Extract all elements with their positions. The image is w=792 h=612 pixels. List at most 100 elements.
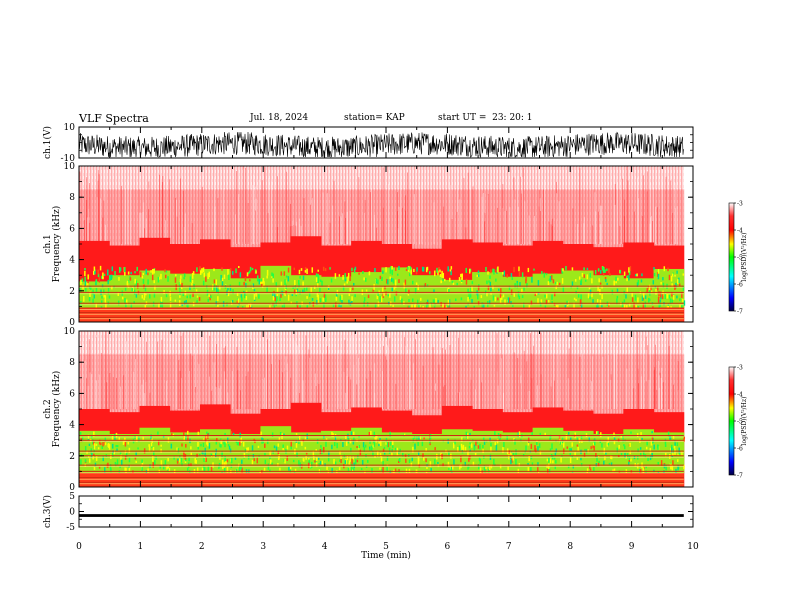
spectrogram-speckle-dot bbox=[669, 298, 672, 305]
spectrogram-speckle-dot bbox=[489, 281, 492, 287]
y-tick-label: 6 bbox=[69, 224, 75, 234]
spectrogram-speckle-dot bbox=[186, 467, 189, 472]
spectrogram-speckle-dot bbox=[578, 276, 581, 280]
spectrogram-speckle-dot bbox=[145, 293, 147, 296]
spectrogram-speckle-dot bbox=[303, 458, 305, 462]
spectrogram-speckle-dot bbox=[153, 268, 155, 274]
spectrogram-speckle-dot bbox=[272, 278, 274, 283]
spectrogram-speckle-dot bbox=[433, 289, 435, 293]
spectrogram-speckle-dot bbox=[537, 298, 539, 304]
spectrogram-speckle-dot bbox=[647, 456, 649, 462]
spectrogram-speckle-dot bbox=[397, 460, 400, 463]
spectrogram-speckle-dot bbox=[217, 289, 219, 295]
spectrogram-speckle-dot bbox=[342, 441, 344, 447]
spectrogram-speckle-dot bbox=[451, 281, 454, 284]
spectrogram-speckle-dot bbox=[495, 278, 497, 282]
spectrogram-speckle-dot bbox=[562, 441, 565, 448]
spectrogram-speckle-dot bbox=[485, 266, 487, 272]
spectrogram-speckle-dot bbox=[449, 464, 451, 471]
y-tick-label: 10 bbox=[64, 327, 76, 337]
spectrogram-speckle-dot bbox=[439, 273, 442, 277]
spectrogram-speckle-dot bbox=[102, 456, 104, 462]
spectrogram-speckle-dot bbox=[677, 465, 679, 471]
colorbar-tick-label: -6 bbox=[737, 282, 743, 289]
spectrogram-speckle-dot bbox=[261, 470, 263, 475]
spectrogram-speckle-dot bbox=[321, 460, 324, 465]
spectrogram-speckle-dot bbox=[592, 445, 594, 449]
spectrogram-speckle-dot bbox=[98, 439, 101, 445]
spectrogram-speckle-dot bbox=[143, 292, 146, 298]
panel-frame bbox=[78, 126, 694, 159]
spectrogram-speckle-dot bbox=[521, 434, 523, 438]
spectrogram-speckle-dot bbox=[331, 431, 333, 437]
y-axis-label: Frequency (kHz) bbox=[51, 371, 62, 448]
spectrogram-speckle-dot bbox=[197, 445, 199, 450]
spectrogram-speckle-dot bbox=[207, 433, 209, 439]
spectrogram-speckle-dot bbox=[253, 458, 255, 462]
spectrogram-speckle-dot bbox=[499, 292, 502, 298]
spectrogram-speckle-dot bbox=[391, 287, 394, 292]
spectrogram-speckle-dot bbox=[440, 280, 443, 283]
spectrogram-speckle-dot bbox=[289, 469, 292, 473]
spectrogram-speckle-dot bbox=[320, 445, 322, 448]
spectrogram-speckle-dot bbox=[545, 299, 548, 305]
spectrogram-speckle-dot bbox=[682, 286, 685, 291]
spectrogram-speckle-dot bbox=[628, 459, 631, 463]
spectrogram-speckle-dot bbox=[521, 272, 524, 278]
spectrogram-speckle-dot bbox=[583, 267, 585, 270]
spectrogram-speckle-dot bbox=[569, 448, 571, 452]
spectrogram-speckle-dot bbox=[236, 300, 239, 304]
spectrogram-speckle-dot bbox=[681, 304, 683, 310]
spectrogram-speckle-dot bbox=[597, 462, 600, 467]
spectrogram-speckle-dot bbox=[537, 467, 539, 473]
spectrogram-speckle-dot bbox=[206, 431, 208, 434]
y-tick-label: 10 bbox=[64, 162, 76, 172]
spectrogram-speckle-dot bbox=[347, 272, 350, 279]
y-axis-label: Frequency (kHz) bbox=[51, 206, 62, 283]
spectrogram-speckle-dot bbox=[352, 456, 355, 460]
spectrogram-speckle-dot bbox=[312, 450, 315, 457]
spectrogram-speckle-dot bbox=[339, 295, 342, 302]
spectrogram-speckle-dot bbox=[264, 452, 266, 456]
spectrogram-speckle-dot bbox=[358, 435, 360, 439]
spectrogram-red-fade bbox=[381, 354, 413, 411]
spectrogram-speckle-dot bbox=[662, 290, 664, 297]
spectrogram-speckle-dot bbox=[460, 456, 462, 463]
colorbar-tick-label: -4 bbox=[737, 392, 743, 399]
spectrogram-speckle-dot bbox=[278, 437, 281, 441]
spectrogram-speckle-dot bbox=[114, 433, 116, 439]
spectrogram-speckle-dot bbox=[298, 280, 300, 285]
spectrogram-speckle-dot bbox=[317, 273, 319, 279]
spectrogram-speckle-dot bbox=[486, 280, 488, 285]
spectrogram-speckle-dot bbox=[386, 278, 388, 284]
spectrogram-speckle-dot bbox=[493, 268, 495, 275]
ch1-waveform-line bbox=[78, 131, 684, 158]
spectrogram-speckle-dot bbox=[221, 452, 223, 457]
spectrogram-speckle-dot bbox=[316, 438, 319, 444]
spectrogram-speckle-dot bbox=[221, 267, 223, 271]
spectrogram-speckle-dot bbox=[311, 267, 314, 273]
spectrogram-speckle-dot bbox=[659, 291, 662, 298]
spectrogram-speckle-dot bbox=[553, 457, 556, 460]
spectrogram-speckle-dot bbox=[477, 270, 480, 274]
spectrogram-speckle-dot bbox=[586, 274, 589, 280]
spectrogram-speckle-dot bbox=[133, 285, 136, 289]
spectrogram-speckle-dot bbox=[541, 271, 543, 275]
spectrogram-speckle-dot bbox=[251, 459, 254, 465]
spectrogram-speckle-dot bbox=[512, 452, 515, 457]
spectrogram-speckle-dot bbox=[544, 432, 546, 436]
spectrogram-speckle-dot bbox=[387, 294, 389, 297]
spectrogram-speckle-dot bbox=[225, 461, 227, 466]
spectrogram-red-fade bbox=[441, 354, 473, 406]
spectrogram-speckle-dot bbox=[128, 464, 130, 468]
spectrogram-speckle-dot bbox=[363, 277, 365, 281]
spectrogram-speckle-dot bbox=[380, 440, 382, 446]
spectrogram-speckle-dot bbox=[338, 274, 341, 277]
spectrogram-speckle-dot bbox=[428, 271, 431, 275]
spectrogram-speckle-dot bbox=[152, 446, 155, 452]
spectrogram-speckle-dot bbox=[483, 440, 486, 445]
spectrogram-speckle-dot bbox=[447, 288, 449, 293]
spectrogram-speckle-dot bbox=[584, 279, 587, 282]
spectrogram-speckle-dot bbox=[498, 288, 500, 291]
spectrogram-speckle-dot bbox=[448, 467, 450, 471]
